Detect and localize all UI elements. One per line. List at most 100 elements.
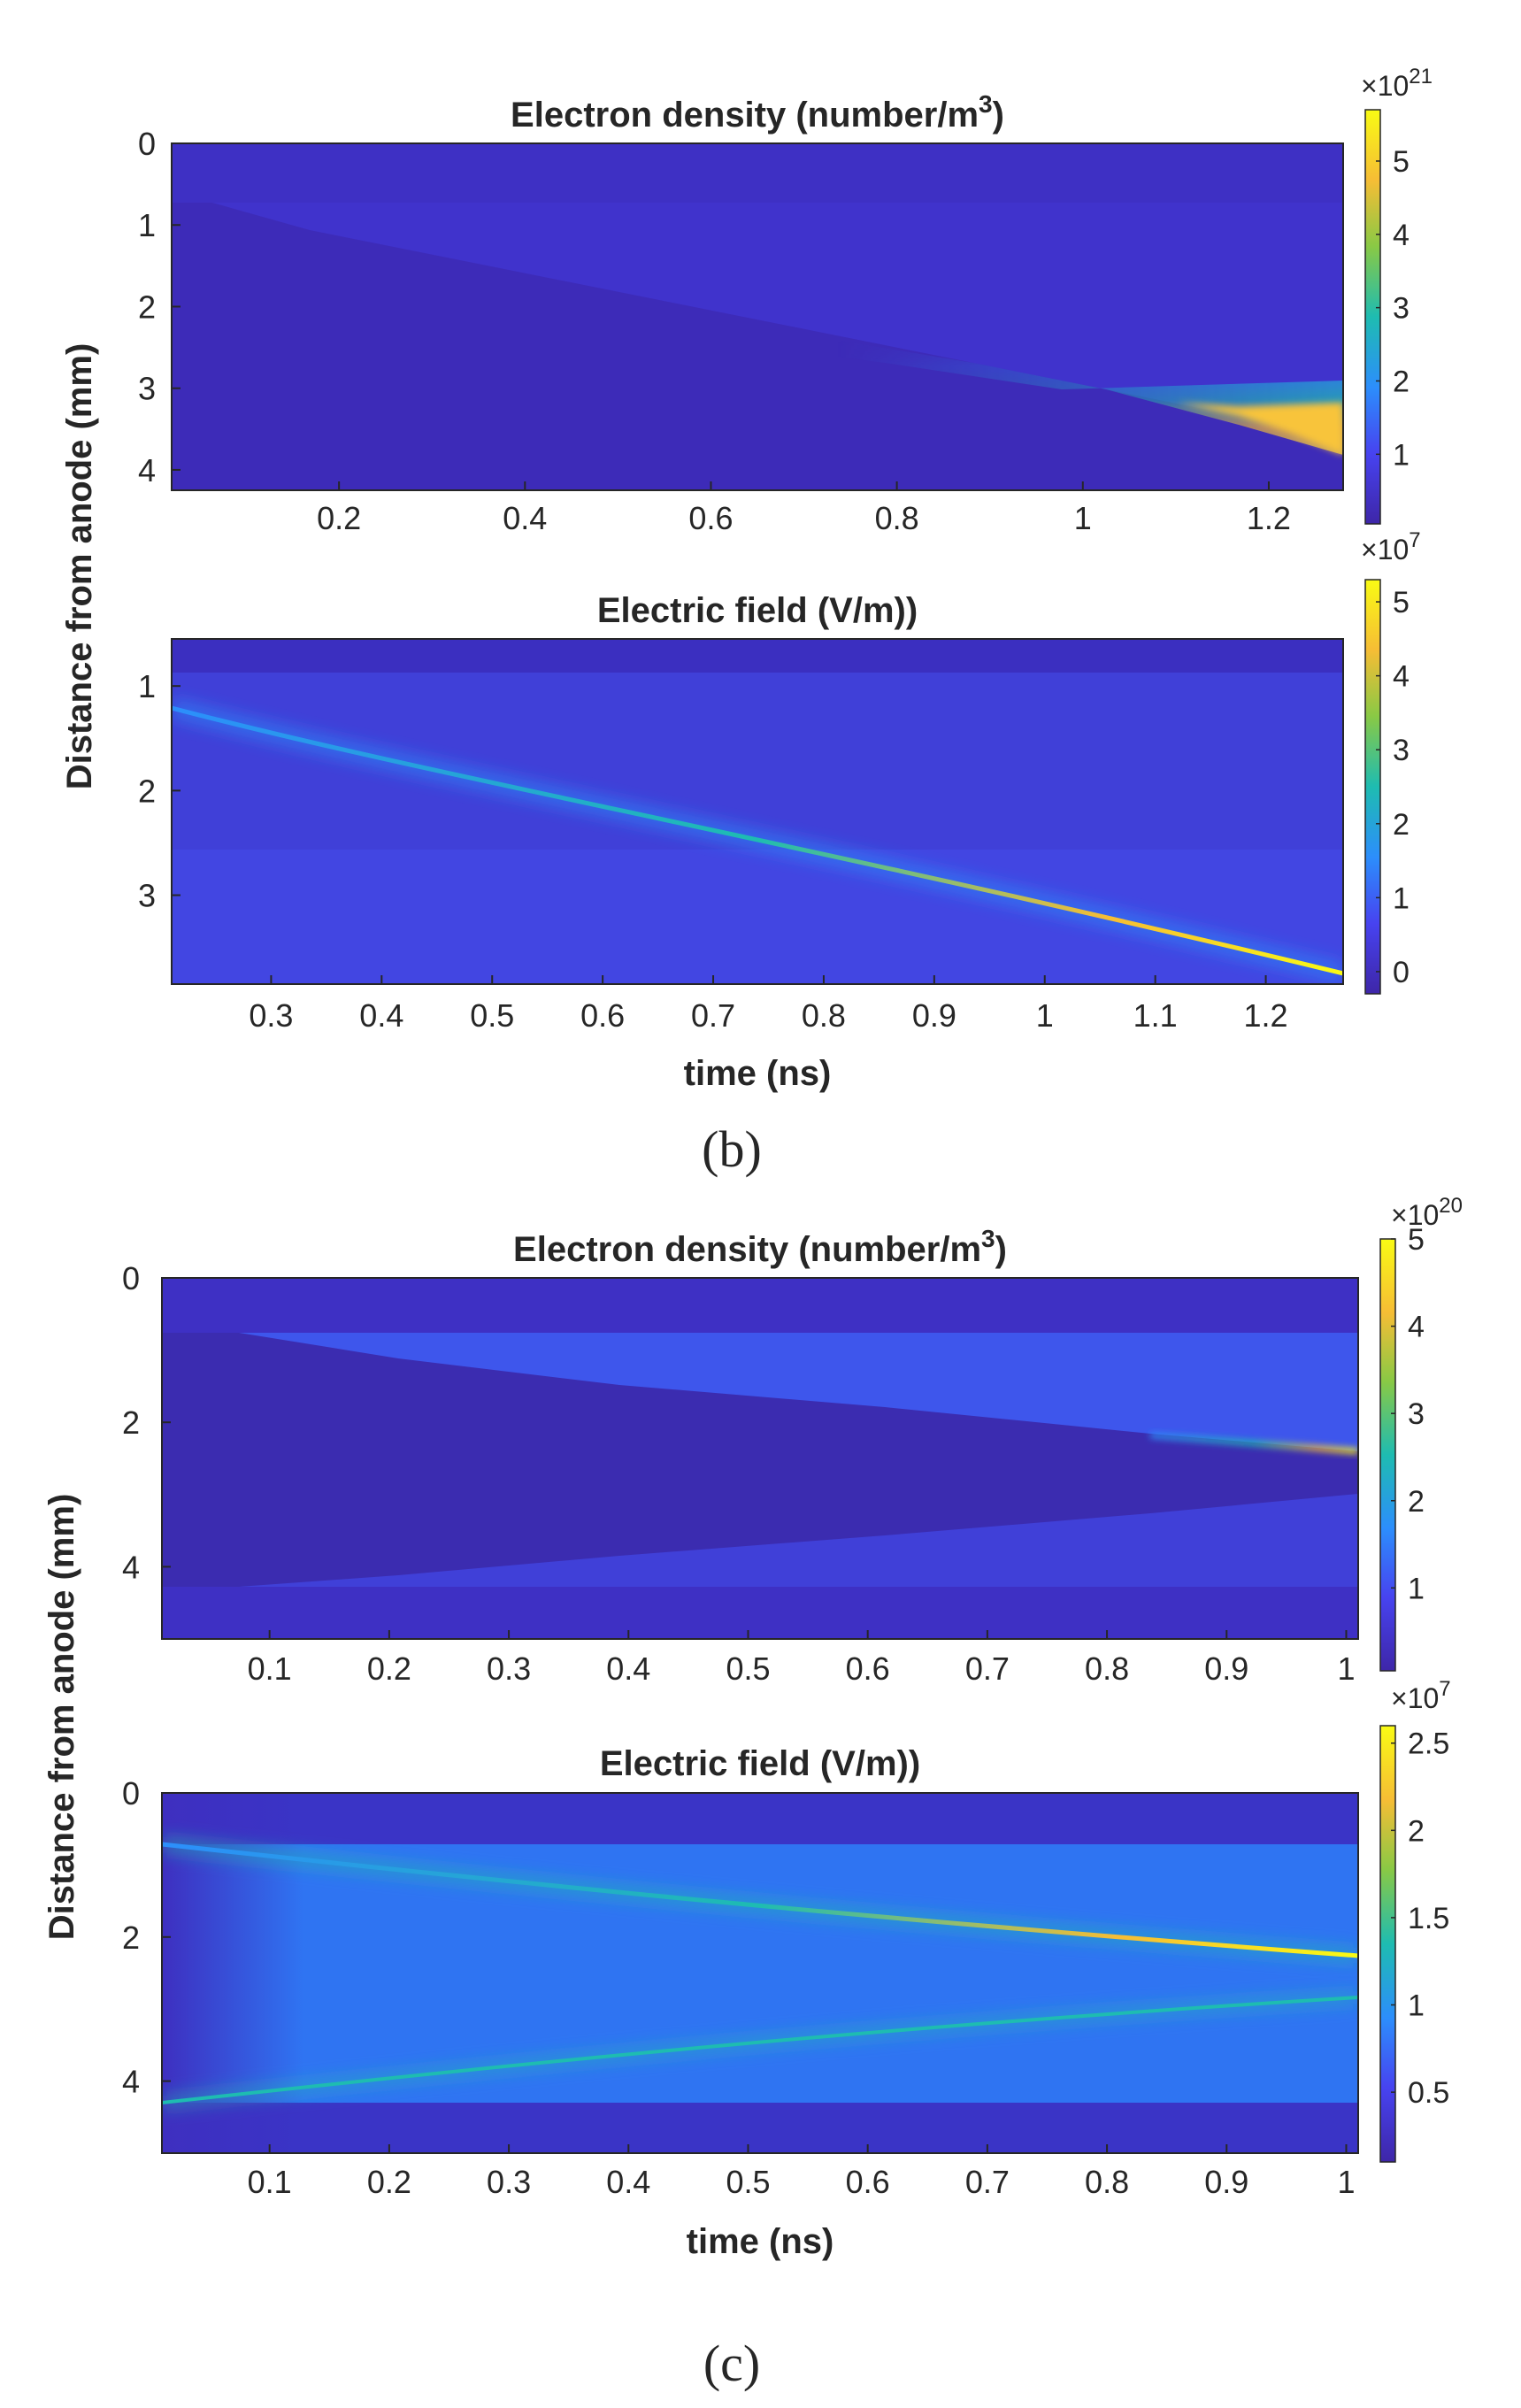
b_density-colorbar-tick-label: 3 bbox=[1393, 292, 1410, 326]
c-field-upper-front bbox=[162, 1842, 1358, 1958]
c_density-ytick-label: 4 bbox=[122, 1549, 140, 1585]
c_density-colorbar-tick-label: 1 bbox=[1408, 1572, 1425, 1605]
c-density-frame bbox=[161, 1277, 1359, 1640]
panel-label-b: (b) bbox=[702, 1120, 762, 1178]
heatmap-b-density bbox=[172, 143, 1343, 490]
c-density-title-sup: 3 bbox=[981, 1225, 995, 1252]
b_density-ytick-label: 4 bbox=[138, 452, 156, 489]
b_field-xtick-label: 0.6 bbox=[580, 997, 625, 1034]
c_density-colorbar-tick-label: 5 bbox=[1408, 1223, 1425, 1257]
c-field-top-band bbox=[162, 1793, 1358, 1844]
c-field-colorbar bbox=[1379, 1725, 1396, 2163]
c-density-bottom-band bbox=[162, 1587, 1358, 1639]
c_density-colorbar-tick-label: 4 bbox=[1408, 1311, 1425, 1344]
b_density-ytick-label: 1 bbox=[138, 207, 156, 243]
b-density-title-sup: 3 bbox=[979, 90, 993, 118]
c_density-xtick-label: 0.7 bbox=[965, 1650, 1010, 1687]
c-density-exp-base: ×10 bbox=[1391, 1199, 1439, 1231]
b-density-upper-region bbox=[212, 203, 1343, 425]
b-density-top-band bbox=[172, 143, 1343, 203]
c_density-xtick-label: 0.1 bbox=[248, 1650, 292, 1687]
b_field-colorbar-tick-label: 2 bbox=[1393, 808, 1410, 842]
b_field-xtick-label: 1.2 bbox=[1244, 997, 1288, 1034]
c_density-xtick-label: 0.8 bbox=[1085, 1650, 1129, 1687]
c_field-xtick-label: 0.5 bbox=[726, 2164, 770, 2200]
c_field-colorbar-tick-label: 2.5 bbox=[1408, 1727, 1449, 1761]
c_field-xtick-label: 0.1 bbox=[248, 2164, 292, 2200]
b-density-exp-base: ×10 bbox=[1361, 70, 1409, 102]
c-xlabel: time (ns) bbox=[687, 2222, 834, 2261]
b-field-exp-base: ×10 bbox=[1361, 534, 1409, 565]
c_density-colorbar-tick-label: 3 bbox=[1408, 1397, 1425, 1431]
b_field-colorbar-tick-label: 1 bbox=[1393, 881, 1410, 915]
c-density-upper-wedge bbox=[239, 1333, 1358, 1451]
c_field-xtick-label: 0.6 bbox=[846, 2164, 890, 2200]
c_field-ytick-label: 4 bbox=[122, 2064, 140, 2100]
c_density-xtick-label: 1 bbox=[1337, 1650, 1355, 1687]
c_density-xtick-label: 0.6 bbox=[846, 1650, 890, 1687]
b_density-xtick-label: 1.2 bbox=[1247, 500, 1291, 536]
b-field-front-line bbox=[172, 705, 1343, 976]
b-density-frame bbox=[171, 142, 1344, 491]
b_density-xtick-label: 0.8 bbox=[875, 500, 919, 536]
c-field-lower-front bbox=[162, 1996, 1358, 2104]
tick-layer: 0.2 0.4 0.6 0.8 1 1.2 0 1 2 3 4 1 2 3 4 5 0.3 0.4 0.5 0.6 0.… bbox=[122, 126, 1449, 2200]
c-density-colorbar bbox=[1379, 1238, 1396, 1672]
c-field-exp-power: 7 bbox=[1439, 1677, 1450, 1701]
b_field-xtick-label: 1 bbox=[1036, 997, 1054, 1034]
b_density-colorbar-tick-label: 2 bbox=[1393, 365, 1410, 398]
c_density-ytick-label: 2 bbox=[122, 1404, 140, 1441]
b_density-xtick-label: 1 bbox=[1074, 500, 1092, 536]
c_field-colorbar-tick-label: 0.5 bbox=[1408, 2076, 1449, 2110]
b_density-xtick-label: 0.2 bbox=[317, 500, 361, 536]
heatmap-b-field bbox=[172, 639, 1343, 984]
b_field-colorbar-tick-label: 4 bbox=[1393, 660, 1410, 694]
b-density-peak bbox=[1177, 403, 1343, 455]
b_field-colorbar-tick-label: 3 bbox=[1393, 734, 1410, 767]
b-field-title: Electric field (V/m)) bbox=[597, 591, 918, 630]
b_density-ytick-label: 0 bbox=[138, 126, 156, 162]
panel-label-c: (c) bbox=[703, 2335, 760, 2392]
c-field-exp-base: ×10 bbox=[1391, 1682, 1439, 1714]
b-field-colorbar bbox=[1364, 579, 1381, 995]
b_field-ytick-label: 2 bbox=[138, 773, 156, 809]
c_field-xtick-label: 0.4 bbox=[606, 2164, 650, 2200]
heatmap-c-field bbox=[162, 1793, 1358, 2153]
b-density-exp-power: 21 bbox=[1409, 65, 1433, 88]
c-density-title-main: Electron density (number/m bbox=[513, 1230, 981, 1269]
b_field-xtick-label: 1.1 bbox=[1133, 997, 1178, 1034]
b-density-title: Electron density (number/m3) bbox=[511, 90, 1004, 135]
c_field-colorbar-tick-label: 2 bbox=[1408, 1814, 1425, 1848]
c-density-lower-wedge bbox=[239, 1494, 1358, 1587]
c_density-xtick-label: 0.9 bbox=[1204, 1650, 1248, 1687]
c_field-xtick-label: 0.2 bbox=[367, 2164, 411, 2200]
c-density-front-highlight bbox=[1149, 1433, 1358, 1454]
b-density-title-end: ) bbox=[993, 96, 1004, 135]
b_field-xtick-label: 0.8 bbox=[802, 997, 846, 1034]
c_density-ytick-label: 0 bbox=[122, 1260, 140, 1296]
c_density-colorbar-tick-label: 2 bbox=[1408, 1485, 1425, 1519]
b-density-colorbar bbox=[1364, 109, 1381, 525]
b-density-front-glow bbox=[619, 319, 1343, 455]
c_density-xtick-label: 0.2 bbox=[367, 1650, 411, 1687]
c_field-colorbar-tick-label: 1 bbox=[1408, 1989, 1425, 2023]
c_field-xtick-label: 0.9 bbox=[1204, 2164, 1248, 2200]
c_field-xtick-label: 0.8 bbox=[1085, 2164, 1129, 2200]
c-density-title-end: ) bbox=[995, 1230, 1007, 1269]
c-field-title: Electric field (V/m)) bbox=[600, 1744, 920, 1783]
b_field-xtick-label: 0.7 bbox=[691, 997, 735, 1034]
b_density-colorbar-tick-label: 1 bbox=[1393, 438, 1410, 472]
b-density-colorbar-exponent: ×1021 bbox=[1361, 65, 1433, 102]
b-field-colorbar-exponent: ×107 bbox=[1361, 528, 1421, 565]
b_density-xtick-label: 0.4 bbox=[503, 500, 547, 536]
b_field-colorbar-tick-label: 5 bbox=[1393, 586, 1410, 619]
b_density-ytick-label: 3 bbox=[138, 371, 156, 407]
c_field-colorbar-tick-label: 1.5 bbox=[1408, 1902, 1449, 1935]
c-field-middle-region bbox=[162, 1844, 1358, 2103]
b-field-lower-region bbox=[172, 850, 1343, 984]
heatmap-c-density bbox=[162, 1278, 1358, 1639]
b-xlabel: time (ns) bbox=[684, 1054, 832, 1093]
c_field-ytick-label: 0 bbox=[122, 1775, 140, 1812]
